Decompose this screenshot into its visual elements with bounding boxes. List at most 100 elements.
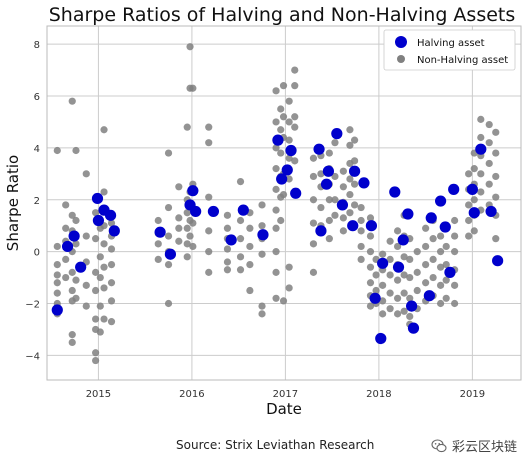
halving-point <box>468 207 480 219</box>
non-halving-point <box>72 276 80 284</box>
non-halving-point <box>92 235 100 243</box>
non-halving-point <box>82 281 90 289</box>
watermark: 彩云区块链 <box>431 436 517 455</box>
non-halving-point <box>422 279 430 287</box>
non-halving-point <box>350 201 359 209</box>
non-halving-point <box>258 201 266 209</box>
halving-point <box>347 220 359 232</box>
non-halving-point <box>400 307 408 315</box>
non-halving-point <box>285 118 293 126</box>
non-halving-point <box>236 178 245 186</box>
halving-point <box>439 221 451 233</box>
non-halving-point <box>436 299 445 308</box>
non-halving-point <box>309 268 318 276</box>
halving-point <box>425 212 437 224</box>
halving-point <box>369 292 381 304</box>
non-halving-point <box>223 258 232 266</box>
non-halving-point <box>393 310 402 318</box>
non-halving-point <box>236 216 245 225</box>
non-halving-point <box>68 286 76 295</box>
chart-title: Sharpe Ratios of Halving and Non-Halving… <box>49 4 516 26</box>
legend-non-halving-marker <box>397 55 405 63</box>
non-halving-point <box>406 312 414 321</box>
non-halving-point <box>386 305 394 313</box>
y-tick-label: 4 <box>34 144 40 155</box>
non-halving-point <box>346 141 354 149</box>
halving-point <box>313 143 325 155</box>
non-halving-point <box>279 297 288 305</box>
legend: Halving asset Non-Halving asset <box>383 29 516 71</box>
non-halving-point <box>164 260 173 269</box>
y-axis-label: Sharpe Ratio <box>4 155 22 251</box>
non-halving-point <box>154 255 162 264</box>
non-halving-point <box>451 248 459 256</box>
halving-point <box>365 220 378 232</box>
non-halving-point <box>100 188 108 196</box>
halving-point <box>392 261 405 273</box>
y-tick-label: −4 <box>25 351 40 362</box>
non-halving-point <box>379 297 387 305</box>
non-halving-point <box>436 281 445 289</box>
non-halving-point <box>325 216 333 225</box>
non-halving-point <box>309 196 318 204</box>
non-halving-point <box>72 216 80 225</box>
non-halving-point <box>186 232 194 240</box>
non-halving-point <box>366 214 375 222</box>
non-halving-point <box>357 203 365 212</box>
halving-point <box>75 261 87 273</box>
halving-point <box>154 226 166 238</box>
non-halving-point <box>350 180 359 188</box>
non-halving-point <box>107 219 116 227</box>
non-halving-point <box>205 227 213 235</box>
non-halving-point <box>62 201 70 209</box>
non-halving-point <box>164 232 173 240</box>
non-halving-point <box>492 128 500 136</box>
non-halving-point <box>175 224 183 232</box>
non-halving-point <box>346 190 354 199</box>
non-halving-point <box>465 170 473 178</box>
non-halving-point <box>62 224 70 232</box>
non-halving-point <box>485 120 493 129</box>
halving-point <box>397 234 409 246</box>
non-halving-point <box>309 172 318 181</box>
non-halving-point <box>366 279 375 287</box>
non-halving-point <box>92 349 100 357</box>
non-halving-point <box>366 232 375 240</box>
non-halving-point <box>53 271 61 279</box>
non-halving-point <box>277 149 285 157</box>
x-tick-label: 2017 <box>273 389 298 400</box>
x-tick-label: 2019 <box>460 389 485 400</box>
non-halving-point <box>372 286 380 295</box>
halving-point <box>272 134 284 146</box>
halving-point <box>375 332 387 345</box>
non-halving-point <box>277 216 285 225</box>
halving-point <box>91 192 104 205</box>
non-halving-point <box>372 271 380 279</box>
non-halving-point <box>205 248 213 256</box>
non-halving-point <box>272 144 280 152</box>
x-axis-ticks: 2015 2016 2017 2018 2019 <box>86 389 485 400</box>
legend-non-halving-label: Non-Halving asset <box>417 55 508 66</box>
halving-point <box>331 128 343 140</box>
non-halving-point <box>393 242 402 251</box>
source-caption: Source: Strix Leviathan Research <box>176 438 375 452</box>
non-halving-point <box>331 196 339 204</box>
non-halving-point <box>406 294 414 302</box>
non-halving-point <box>442 294 450 302</box>
non-halving-point <box>205 123 213 131</box>
non-halving-point <box>422 224 430 232</box>
non-halving-point <box>429 255 437 264</box>
non-halving-point <box>436 232 445 240</box>
non-halving-point <box>406 255 414 264</box>
non-halving-point <box>100 263 108 271</box>
non-halving-point <box>175 237 183 245</box>
wechat-icon <box>431 438 447 452</box>
non-halving-point <box>477 188 485 196</box>
non-halving-point <box>285 263 293 271</box>
y-tick-label: 6 <box>34 92 40 103</box>
non-halving-point <box>189 84 197 92</box>
non-halving-point <box>291 123 299 131</box>
non-halving-point <box>92 315 100 323</box>
non-halving-point <box>68 331 76 339</box>
halving-point <box>276 173 288 185</box>
